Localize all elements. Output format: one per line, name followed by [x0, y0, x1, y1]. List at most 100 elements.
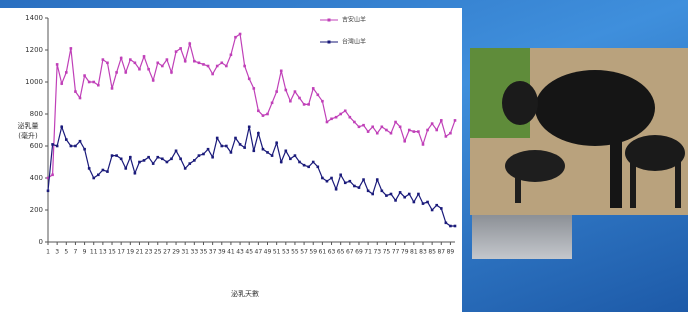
legend-marker	[328, 41, 331, 44]
series-point	[225, 145, 228, 148]
series-point	[371, 126, 374, 129]
series-point	[422, 202, 425, 205]
series-point	[216, 65, 219, 68]
series-point	[92, 177, 95, 180]
x-tick-label: 49	[264, 249, 272, 256]
series-point	[381, 190, 384, 193]
y-tick-label: 400	[30, 174, 43, 182]
series-point	[326, 121, 329, 124]
series-point	[271, 154, 274, 157]
series-point	[156, 156, 159, 159]
x-tick-label: 81	[410, 249, 418, 256]
x-tick-label: 67	[346, 249, 354, 256]
series-point	[335, 188, 338, 191]
goat-photo	[470, 48, 688, 215]
series-point	[362, 178, 365, 181]
series-point	[257, 132, 260, 135]
x-tick-label: 73	[373, 249, 381, 256]
series-point	[248, 78, 251, 81]
series-point	[211, 156, 214, 159]
x-tick-label: 11	[90, 249, 98, 256]
series-point	[454, 119, 457, 122]
series-point	[220, 62, 223, 65]
x-tick-label: 3	[55, 249, 59, 256]
series-point	[399, 191, 402, 194]
series-point	[358, 126, 361, 129]
series-point	[175, 50, 178, 53]
series-point	[266, 113, 269, 116]
series-point	[166, 58, 169, 61]
series-point	[97, 84, 100, 87]
x-tick-label: 55	[291, 249, 299, 256]
series-point	[83, 148, 86, 151]
series-point	[51, 143, 54, 146]
series-point	[230, 54, 233, 57]
series-point	[60, 82, 63, 85]
series-point	[271, 102, 274, 105]
series-point	[284, 150, 287, 153]
series-point	[239, 33, 242, 36]
series-point	[56, 63, 59, 66]
series-point	[390, 132, 393, 135]
series-point	[280, 161, 283, 164]
series-point	[440, 207, 443, 210]
series-point	[106, 170, 109, 173]
x-tick-label: 25	[154, 249, 162, 256]
series-point	[216, 137, 219, 140]
series-point	[138, 161, 141, 164]
series-point	[47, 190, 50, 193]
series-point	[435, 129, 438, 132]
x-tick-label: 65	[337, 249, 345, 256]
series-point	[79, 140, 82, 143]
series-point	[70, 145, 73, 148]
series-point	[294, 154, 297, 157]
series-point	[143, 55, 146, 58]
goat	[502, 81, 538, 125]
series-point	[266, 151, 269, 154]
series-point	[431, 209, 434, 212]
series-point	[399, 126, 402, 129]
y-tick-label: 1200	[25, 46, 43, 54]
legend-label: 吉安山羊	[342, 16, 366, 24]
series-point	[294, 90, 297, 93]
chart: 0200400600800100012001400135791113151719…	[0, 8, 462, 312]
series-point	[193, 159, 196, 162]
series-point	[275, 90, 278, 93]
series-point	[234, 36, 237, 39]
x-tick-label: 31	[181, 249, 189, 256]
y-axis-label-line: 泌乳量	[18, 121, 39, 130]
series-point	[102, 58, 105, 61]
series-point	[262, 114, 265, 117]
x-tick-label: 41	[227, 249, 235, 256]
series-point	[307, 103, 310, 106]
x-tick-label: 89	[447, 249, 455, 256]
series-point	[275, 142, 278, 145]
series-point	[284, 89, 287, 92]
series-point	[440, 119, 443, 122]
series-point	[248, 126, 251, 129]
x-tick-label: 85	[428, 249, 436, 256]
series-point	[129, 156, 132, 159]
x-tick-label: 45	[245, 249, 253, 256]
series-point	[262, 148, 265, 151]
series-point	[220, 145, 223, 148]
series-point	[83, 74, 86, 77]
x-tick-label: 47	[255, 249, 263, 256]
x-tick-label: 79	[401, 249, 409, 256]
series-point	[344, 182, 347, 185]
x-tick-label: 27	[163, 249, 171, 256]
series-point	[65, 138, 68, 141]
x-tick-label: 13	[99, 249, 107, 256]
series-point	[170, 71, 173, 74]
series-point	[234, 137, 237, 140]
x-tick-label: 33	[191, 249, 199, 256]
series-point	[353, 121, 356, 124]
series-point	[403, 140, 406, 143]
series-point	[367, 130, 370, 133]
series-point	[339, 174, 342, 177]
x-tick-label: 83	[419, 249, 427, 256]
series-point	[120, 57, 123, 60]
series-point	[303, 164, 306, 167]
series-point	[298, 161, 301, 164]
series-point	[230, 151, 233, 154]
